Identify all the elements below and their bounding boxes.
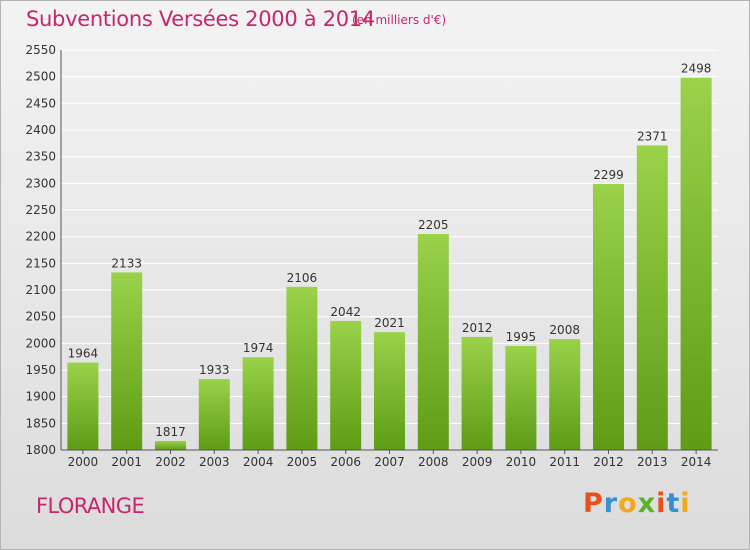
x-tick-label: 2014 [681, 455, 712, 469]
logo-letter: P [583, 488, 604, 519]
logo-letter: i [656, 488, 667, 519]
bar [461, 336, 493, 450]
bar [111, 272, 143, 450]
y-tick-label: 1950 [25, 363, 56, 377]
data-label: 2008 [549, 323, 580, 337]
bars [67, 77, 712, 450]
bar [330, 320, 362, 450]
logo-letter: x [637, 488, 657, 519]
y-tick-label: 2100 [25, 283, 56, 297]
x-tick-label: 2001 [111, 455, 142, 469]
y-tick-label: 2400 [25, 123, 56, 137]
data-label: 2042 [330, 305, 361, 319]
bar [242, 357, 274, 450]
data-label: 1933 [199, 363, 230, 377]
data-label: 1995 [506, 330, 537, 344]
y-tick-label: 1900 [25, 390, 56, 404]
data-label: 2299 [593, 168, 624, 182]
y-tick-label: 2200 [25, 230, 56, 244]
x-tick-label: 2011 [549, 455, 580, 469]
x-tick-label: 2007 [374, 455, 405, 469]
proxiti-logo: Proxiti [583, 488, 691, 519]
bar [593, 183, 624, 450]
y-tick-label: 1800 [25, 443, 56, 457]
bar [505, 346, 537, 450]
y-tick-label: 2050 [25, 310, 56, 324]
bar [680, 77, 712, 450]
chart-title: Subventions Versées 2000 à 2014 [26, 7, 375, 31]
bar [417, 234, 449, 450]
y-tick-label: 2250 [25, 203, 56, 217]
bar [198, 379, 230, 450]
data-label: 2205 [418, 218, 449, 232]
x-tick-label: 2004 [243, 455, 274, 469]
x-tick-label: 2003 [199, 455, 230, 469]
labels: 1800 1850 1900 1950 2000 2050 2100 2150 2200 2250… [25, 43, 711, 469]
logo-letter: i [680, 488, 691, 519]
city-name: FLORANGE [36, 494, 145, 518]
axes [60, 50, 718, 454]
logo-letter: o [618, 488, 638, 519]
y-tick-label: 2550 [25, 43, 56, 57]
x-tick-label: 2002 [155, 455, 186, 469]
data-label: 1964 [68, 347, 99, 361]
x-tick-label: 2000 [68, 455, 99, 469]
y-tick-label: 2450 [25, 96, 56, 110]
bar [549, 339, 581, 450]
y-tick-label: 2300 [25, 176, 56, 190]
data-label: 1974 [243, 341, 274, 355]
y-tick-label: 1850 [25, 416, 56, 430]
unit-note: (en milliers d'€) [352, 13, 447, 27]
logo-letter: t [666, 488, 681, 519]
bar [155, 440, 186, 450]
x-tick-label: 2012 [593, 455, 624, 469]
x-tick-label: 2005 [287, 455, 318, 469]
logo-letter: r [603, 488, 619, 519]
y-tick-label: 2350 [25, 150, 56, 164]
data-label: 2021 [374, 316, 405, 330]
data-label: 2371 [637, 129, 668, 143]
data-label: 1817 [155, 425, 186, 439]
x-tick-label: 2008 [418, 455, 449, 469]
y-tick-label: 2000 [25, 336, 56, 350]
bar [67, 362, 99, 450]
x-tick-label: 2009 [462, 455, 493, 469]
x-tick-label: 2010 [506, 455, 537, 469]
bar [636, 145, 668, 450]
y-tick-label: 2500 [25, 70, 56, 84]
data-label: 2012 [462, 321, 493, 335]
x-tick-label: 2013 [637, 455, 668, 469]
data-label: 2106 [287, 271, 318, 285]
data-label: 2133 [111, 256, 142, 270]
y-tick-label: 2150 [25, 256, 56, 270]
bar [374, 332, 405, 450]
data-label: 2498 [681, 62, 712, 76]
x-tick-label: 2006 [330, 455, 361, 469]
bar [286, 286, 318, 450]
